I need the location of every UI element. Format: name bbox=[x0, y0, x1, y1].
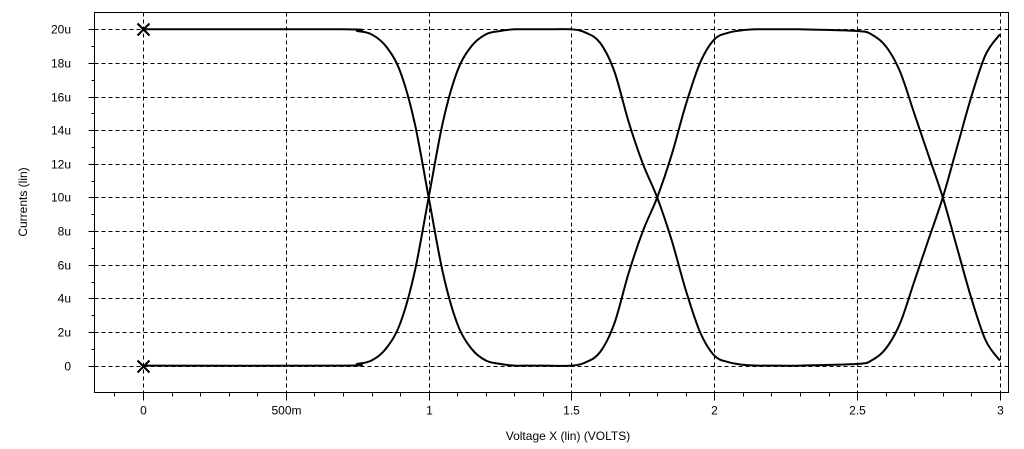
x-tick-label: 0 bbox=[140, 404, 147, 418]
x-tick-label: 3 bbox=[997, 404, 1004, 418]
series-1-line bbox=[143, 28, 1001, 367]
start-markers bbox=[136, 22, 151, 374]
y-tick-label: 18u bbox=[51, 57, 71, 71]
y-tick-label: 20u bbox=[51, 23, 71, 37]
y-tick-label: 12u bbox=[51, 158, 71, 172]
y-tick-label: 14u bbox=[51, 124, 71, 138]
series-1-start-marker bbox=[136, 359, 151, 374]
x-tick-label: 1 bbox=[426, 404, 433, 418]
y-tick-label: 8u bbox=[58, 225, 71, 239]
x-axis-label: Voltage X (lin) (VOLTS) bbox=[506, 429, 631, 443]
x-tick-label: 1.5 bbox=[563, 404, 580, 418]
x-tick-label: 2.5 bbox=[849, 404, 866, 418]
y-tick-label: 16u bbox=[51, 91, 71, 105]
y-tick-label: 10u bbox=[51, 191, 71, 205]
y-tick-label: 6u bbox=[58, 259, 71, 273]
series-2-line bbox=[143, 28, 1001, 367]
curves bbox=[143, 28, 1001, 367]
y-tick-label: 2u bbox=[58, 326, 71, 340]
y-axis-label: Currents (lin) bbox=[16, 167, 30, 236]
plot-frame bbox=[94, 12, 1009, 393]
y-tick-label: 4u bbox=[58, 292, 71, 306]
x-axis-ticks: 0 500m 1 1.5 2 2.5 3 bbox=[114, 392, 1004, 418]
x-tick-label: 2 bbox=[711, 404, 718, 418]
x-tick-label: 500m bbox=[271, 404, 301, 418]
y-tick-label: 0 bbox=[64, 360, 71, 374]
y-axis-ticks: 0 2u 4u 6u 8u 10u 12u 14u 16u 18u 20u bbox=[51, 23, 95, 374]
grid bbox=[94, 12, 1009, 393]
series-2-start-marker bbox=[136, 22, 151, 37]
